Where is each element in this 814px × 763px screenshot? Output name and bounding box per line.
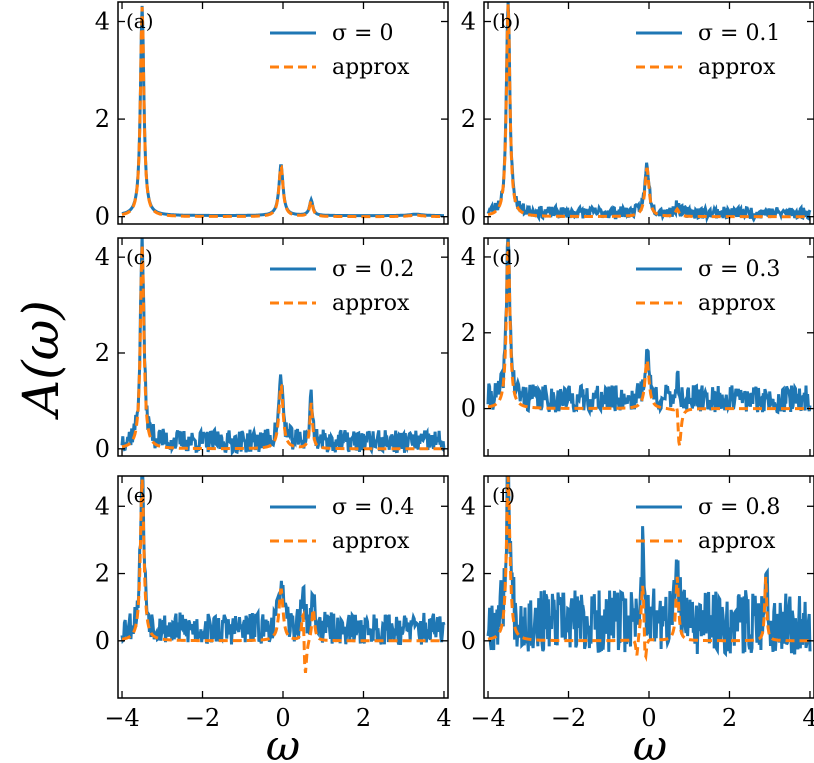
y-tick-label: 2: [461, 560, 476, 588]
x-tick-label: −4: [470, 704, 505, 732]
series-line-exact: [486, 476, 812, 658]
x-tick-label: −2: [185, 704, 220, 732]
series-line-approx: [487, 476, 810, 663]
x-tick-label: 2: [356, 704, 371, 732]
y-axis-label: A(ω): [12, 300, 70, 420]
legend-label-approx: approx: [332, 55, 410, 80]
legend-label-approx: approx: [698, 529, 776, 554]
series-line-approx: [121, 479, 444, 674]
panel-label: (c): [126, 245, 153, 269]
y-tick-label: 2: [461, 319, 476, 347]
legend-label-exact: σ = 0.8: [698, 495, 780, 520]
legend-label-exact: σ = 0.4: [332, 495, 414, 520]
panel-label: (f): [492, 483, 515, 507]
panel-3: 0 2 4 (c) σ = 0.2 approx: [95, 237, 449, 463]
series-line-approx: [487, 4, 810, 219]
x-tick-label: 4: [436, 704, 451, 732]
legend-label-exact: σ = 0.1: [698, 21, 780, 46]
y-tick-label: 2: [95, 105, 110, 133]
y-tick-label: 0: [95, 435, 110, 463]
panels-group: 0 2 4 (a) σ = 0 approx 0 2 4 (b) σ = 0.1 approx 0 2 4 (…: [95, 1, 814, 732]
x-tick-label: 0: [641, 704, 656, 732]
y-tick-label: 2: [95, 560, 110, 588]
y-tick-label: 4: [461, 492, 476, 520]
y-tick-label: 0: [95, 627, 110, 655]
y-tick-label: 0: [461, 203, 476, 231]
x-tick-label: 2: [722, 704, 737, 732]
y-tick-label: 4: [95, 8, 110, 36]
plot-area: [486, 2, 812, 224]
x-axis-label-right: ω: [633, 721, 667, 763]
panel-6: 0 2 4 −4 −2 0 2 4 (f) σ = 0.8 approx: [461, 475, 814, 732]
plot-area: [486, 476, 812, 663]
x-tick-label: −4: [104, 704, 139, 732]
legend-label-exact: σ = 0.3: [698, 257, 780, 282]
plot-area: [121, 5, 444, 219]
panel-label: (a): [126, 9, 154, 33]
legend-label-approx: approx: [698, 291, 776, 316]
plot-area: [120, 238, 446, 456]
series-line-exact: [120, 238, 446, 456]
panel-label: (e): [126, 483, 153, 507]
y-tick-label: 2: [95, 339, 110, 367]
y-tick-label: 4: [461, 8, 476, 36]
panel-2: 0 2 4 (b) σ = 0.1 approx: [461, 1, 814, 231]
panel-5: 0 2 4 −4 −2 0 2 4 (e) σ = 0.4 approx: [95, 475, 452, 732]
plot-area: [486, 238, 812, 446]
x-tick-label: 0: [275, 704, 290, 732]
series-line-approx: [121, 6, 444, 219]
legend-label-approx: approx: [698, 55, 776, 80]
panel-label: (b): [492, 9, 520, 33]
y-tick-label: 4: [95, 492, 110, 520]
y-tick-label: 0: [461, 395, 476, 423]
legend-label-approx: approx: [332, 529, 410, 554]
legend-label-exact: σ = 0: [332, 21, 393, 46]
y-tick-label: 0: [461, 627, 476, 655]
x-axis-label-left: ω: [266, 721, 300, 763]
y-tick-label: 4: [461, 243, 476, 271]
plot-area: [120, 476, 446, 674]
y-tick-label: 2: [461, 105, 476, 133]
x-tick-label: 4: [802, 704, 814, 732]
y-tick-label: 0: [95, 203, 110, 231]
series-line-approx: [487, 241, 810, 446]
legend-label-exact: σ = 0.2: [332, 257, 414, 282]
legend-label-approx: approx: [332, 291, 410, 316]
panel-1: 0 2 4 (a) σ = 0 approx: [95, 1, 449, 231]
y-tick-label: 4: [95, 243, 110, 271]
panel-4: 0 2 4 (d) σ = 0.3 approx: [461, 237, 814, 457]
x-tick-label: −2: [551, 704, 586, 732]
panel-label: (d): [492, 245, 520, 269]
